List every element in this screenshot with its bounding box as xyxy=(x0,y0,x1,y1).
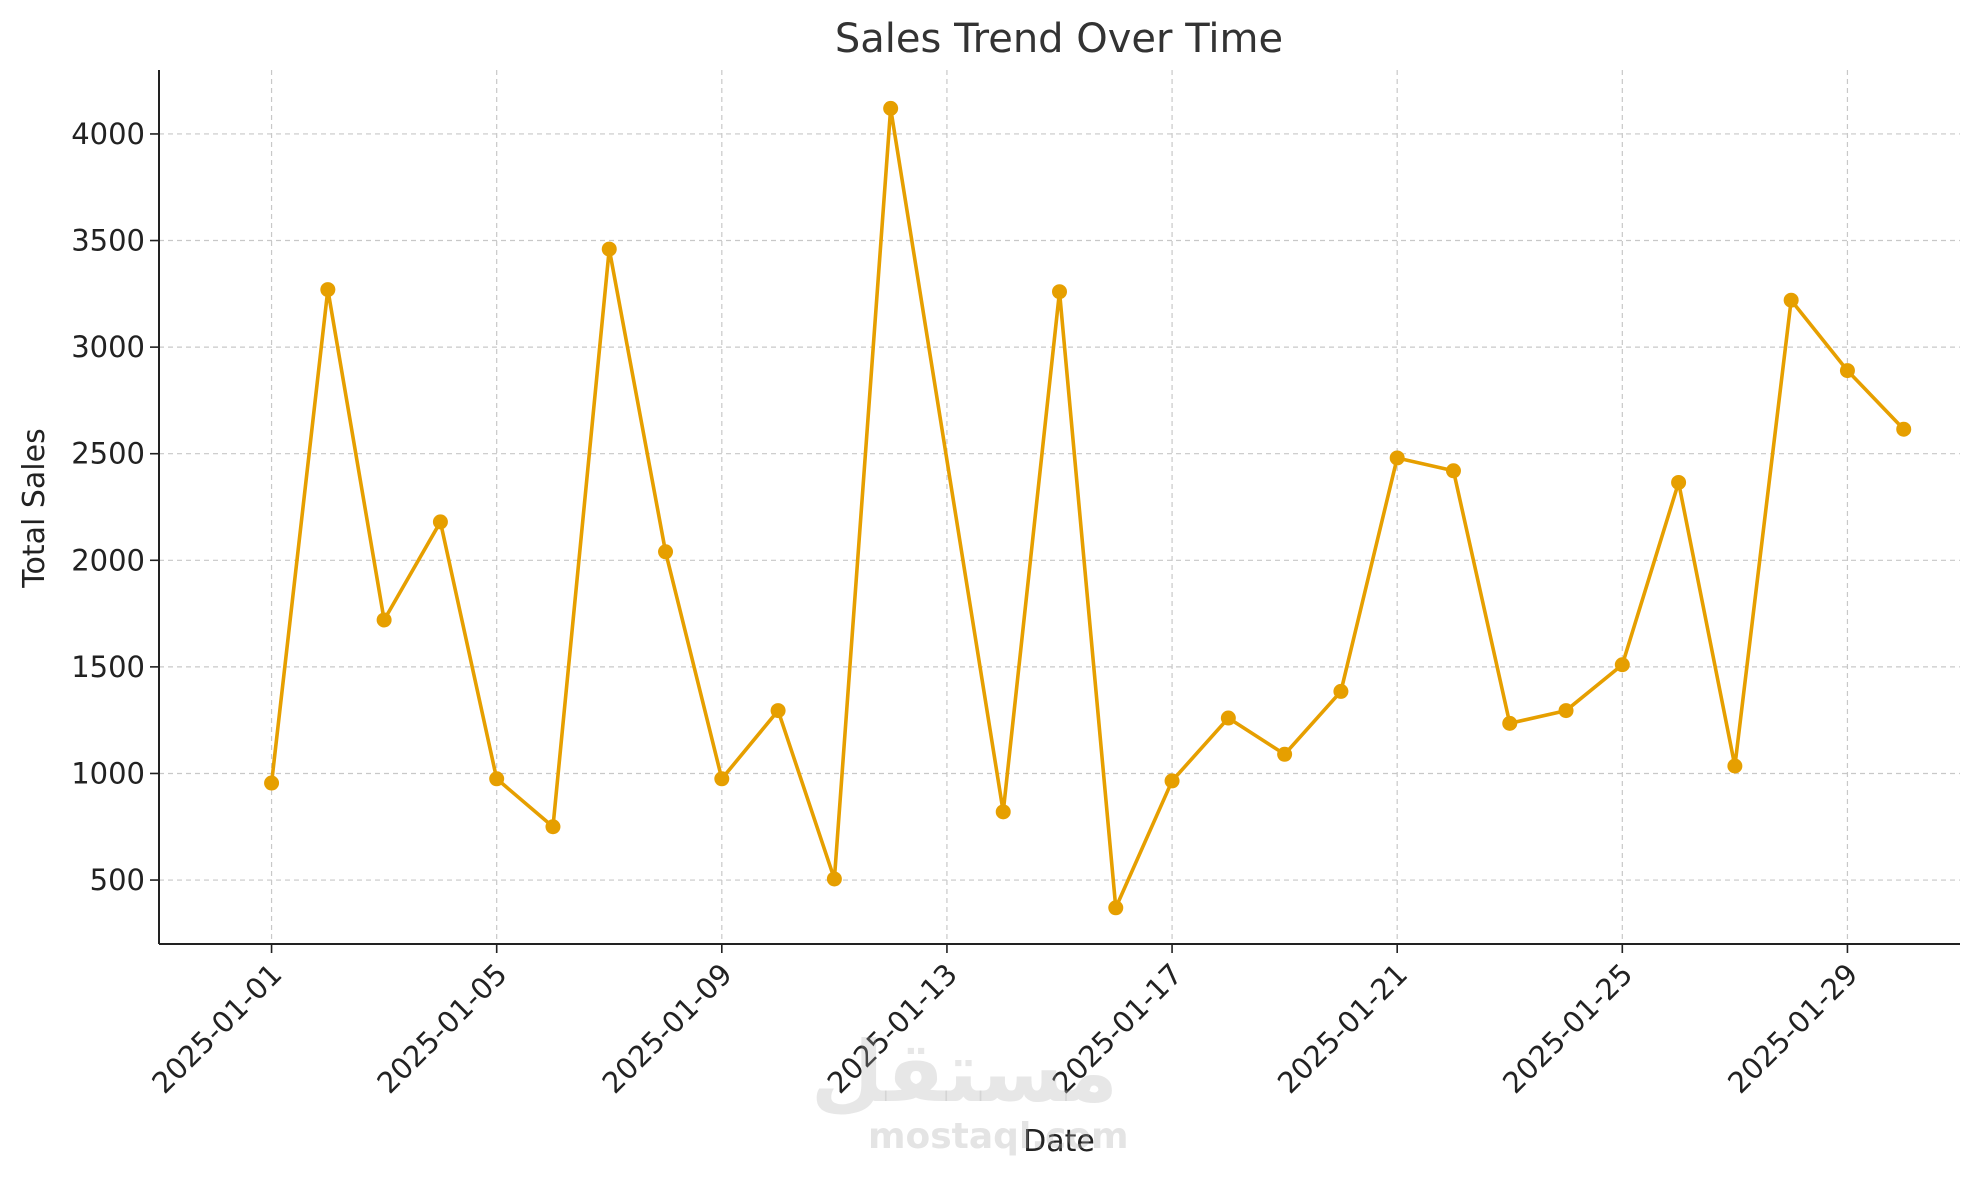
x-tick-label: 2025-01-05 xyxy=(370,957,513,1100)
y-axis-label: Total Sales xyxy=(17,428,52,588)
data-point xyxy=(714,771,730,787)
y-tick-label: 4000 xyxy=(71,117,145,151)
y-tick-label: 1000 xyxy=(71,756,145,790)
data-point xyxy=(432,514,448,530)
y-axis-ticks: 500 1000 1500 2000 2500 3000 3500 4000 xyxy=(71,117,159,897)
data-point xyxy=(658,544,674,560)
y-tick-label: 2000 xyxy=(71,543,145,577)
series-group xyxy=(264,100,1912,916)
data-point xyxy=(320,282,336,298)
data-point xyxy=(1108,900,1124,916)
data-point xyxy=(1671,474,1687,490)
data-point xyxy=(1277,746,1293,762)
x-tick-label: 2025-01-01 xyxy=(145,957,288,1100)
x-tick-label: 2025-01-17 xyxy=(1046,957,1189,1100)
data-point xyxy=(264,775,280,791)
data-point xyxy=(489,771,505,787)
data-point xyxy=(1727,758,1743,774)
data-point xyxy=(826,871,842,887)
y-tick-label: 2500 xyxy=(71,437,145,471)
data-point xyxy=(1502,715,1518,731)
y-tick-label: 3500 xyxy=(71,224,145,258)
data-point xyxy=(1896,421,1912,437)
data-point xyxy=(995,804,1011,820)
data-point xyxy=(1783,292,1799,308)
series-line xyxy=(269,106,1906,910)
x-tick-label: 2025-01-21 xyxy=(1271,957,1414,1100)
x-axis-label: Date xyxy=(1023,1124,1095,1159)
y-tick-label: 500 xyxy=(90,863,145,897)
x-tick-label: 2025-01-25 xyxy=(1496,957,1639,1100)
data-point xyxy=(1389,450,1405,466)
y-tick-label: 1500 xyxy=(71,650,145,684)
data-point xyxy=(770,703,786,719)
data-point xyxy=(1333,683,1349,699)
data-point xyxy=(1614,657,1630,673)
data-point xyxy=(1164,773,1180,789)
x-axis-ticks: 2025-01-01 2025-01-05 2025-01-09 2025-01-13… xyxy=(145,944,1864,1100)
y-tick-label: 3000 xyxy=(71,330,145,364)
data-point xyxy=(545,819,561,835)
data-point xyxy=(1052,284,1067,300)
data-point xyxy=(1839,363,1855,379)
data-point xyxy=(601,241,617,257)
data-point xyxy=(376,612,392,628)
data-point xyxy=(1558,703,1574,719)
axes xyxy=(158,70,1960,945)
x-tick-label: 2025-01-29 xyxy=(1721,957,1864,1100)
x-tick-label: 2025-01-13 xyxy=(821,957,964,1100)
data-point xyxy=(1445,463,1461,479)
x-tick-label: 2025-01-09 xyxy=(596,957,739,1100)
data-point xyxy=(1220,710,1236,726)
chart-title: Sales Trend Over Time xyxy=(835,16,1283,62)
grid-lines xyxy=(159,70,1960,944)
data-point xyxy=(883,100,899,116)
